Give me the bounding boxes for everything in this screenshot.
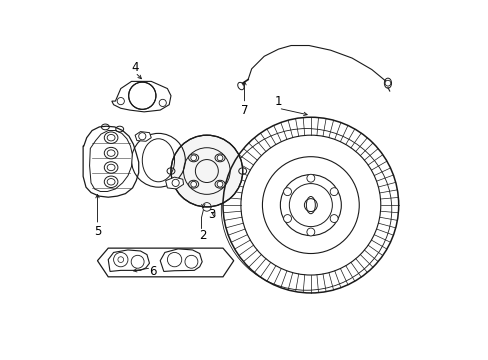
Text: 3: 3 [208, 208, 216, 221]
Circle shape [223, 117, 398, 293]
Circle shape [190, 181, 196, 187]
Polygon shape [89, 131, 132, 192]
Polygon shape [135, 132, 151, 141]
Circle shape [190, 155, 196, 161]
Circle shape [217, 155, 223, 161]
Ellipse shape [104, 162, 118, 173]
Circle shape [304, 199, 317, 212]
Circle shape [306, 228, 314, 236]
Text: 2: 2 [199, 229, 206, 242]
Polygon shape [165, 177, 183, 189]
Circle shape [171, 135, 242, 207]
Ellipse shape [188, 180, 198, 188]
Polygon shape [160, 249, 202, 271]
Text: 6: 6 [149, 265, 157, 278]
Circle shape [329, 188, 337, 195]
Circle shape [217, 181, 223, 187]
Ellipse shape [215, 180, 224, 188]
Ellipse shape [188, 154, 198, 162]
Ellipse shape [215, 154, 224, 162]
Circle shape [306, 174, 314, 182]
Polygon shape [97, 248, 233, 277]
Ellipse shape [107, 150, 115, 156]
Polygon shape [83, 126, 139, 197]
Text: 7: 7 [240, 104, 248, 117]
Circle shape [329, 215, 337, 222]
Circle shape [283, 188, 291, 195]
Ellipse shape [104, 147, 118, 159]
Text: 5: 5 [94, 225, 101, 238]
Ellipse shape [107, 164, 115, 171]
Text: 4: 4 [131, 60, 139, 73]
Circle shape [384, 80, 390, 86]
Ellipse shape [107, 179, 115, 185]
Circle shape [128, 82, 156, 109]
Polygon shape [108, 250, 149, 271]
Circle shape [283, 215, 291, 222]
Text: 1: 1 [274, 95, 282, 108]
Polygon shape [112, 81, 171, 112]
Ellipse shape [107, 134, 115, 141]
Ellipse shape [104, 176, 118, 188]
Ellipse shape [104, 132, 118, 143]
